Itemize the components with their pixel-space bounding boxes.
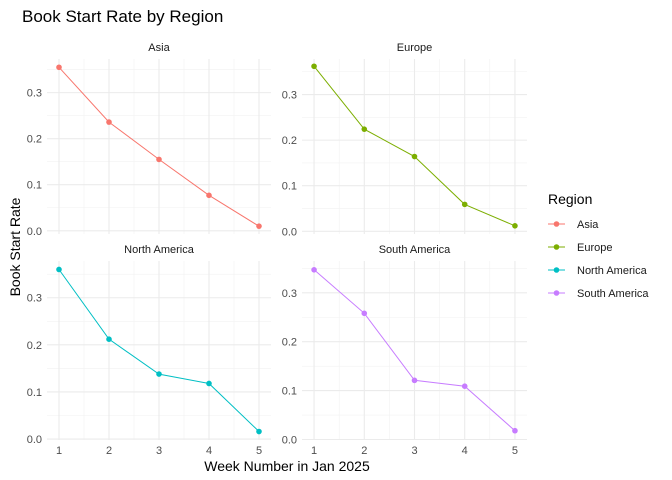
legend-item-north-america: North America [548,265,648,277]
legend: Region Asia Europe North America South Amer… [548,191,649,300]
data-point [361,126,368,132]
legend-key-point [553,244,560,250]
x-tick-label: 4 [462,445,468,457]
data-point [56,64,62,71]
strip-label: South America [379,244,451,256]
data-point [311,63,317,70]
data-point [56,266,62,273]
data-point [106,119,112,125]
x-tick-label: 1 [56,445,62,457]
y-tick-label: 0.1 [282,386,297,398]
y-tick-label: 0.2 [27,340,42,352]
data-point [411,377,418,384]
legend-key-point [553,290,560,296]
legend-item-europe: Europe [548,242,612,254]
x-tick-label: 2 [361,445,367,457]
y-tick-label: 0.0 [282,226,297,238]
facet-north-america: North America 0.0 0.1 0.2 0.3 1 2 3 4 5 [27,244,271,457]
y-tick-label: 0.3 [282,90,297,102]
legend-key-point [553,221,560,227]
x-tick-label: 5 [512,445,518,457]
data-point [256,223,262,229]
x-tick-label: 2 [106,445,112,457]
y-tick-label: 0.3 [27,88,42,100]
x-tick-label: 1 [311,445,317,457]
data-point [156,371,162,377]
data-point [512,427,518,434]
x-tick-label: 5 [256,445,262,457]
y-tick-label: 0.1 [282,181,297,193]
legend-item-south-america: South America [548,288,649,300]
legend-label: Asia [577,219,599,231]
y-tick-label: 0.1 [27,180,42,192]
legend-item-asia: Asia [548,219,599,231]
x-tick-label: 3 [156,445,162,457]
y-tick-label: 0.3 [282,288,297,300]
y-tick-label: 0.2 [282,337,297,349]
legend-label: Europe [577,242,612,254]
chart-title: Book Start Rate by Region [22,7,223,26]
x-axis-title: Week Number in Jan 2025 [204,458,370,474]
facet-panels: Asia0.00.10.20.3Europe0.00.10.20.3North … [27,42,527,457]
strip-label: Asia [148,42,170,54]
data-point [512,222,518,229]
data-point [461,383,468,390]
y-tick-label: 0.0 [282,435,297,447]
data-point [206,192,212,199]
facet-asia: Asia 0.0 0.1 0.2 0.3 [27,42,271,238]
legend-key-point [553,267,560,273]
legend-label: North America [577,265,648,277]
facet-europe: Europe 0.0 0.1 0.2 0.3 [282,42,527,238]
y-tick-label: 0.2 [282,135,297,147]
y-tick-label: 0.2 [27,134,42,146]
legend-label: South America [577,288,649,300]
data-point [256,428,262,435]
data-point [361,310,368,317]
y-tick-label: 0.0 [27,434,42,446]
y-tick-label: 0.0 [27,226,42,238]
x-tick-label: 4 [206,445,212,457]
legend-title: Region [548,191,592,207]
y-tick-label: 0.3 [27,293,42,305]
strip-label: North America [124,244,195,256]
data-point [206,380,212,387]
strip-label: Europe [397,42,432,54]
y-tick-label: 0.1 [27,387,42,399]
data-point [106,336,112,342]
facet-south-america: South America 0.0 0.1 0.2 0.3 1 2 3 4 5 [282,244,527,457]
y-axis-title: Book Start Rate [7,197,23,296]
data-point [156,156,162,163]
data-point [461,201,468,208]
data-point [411,153,418,160]
data-point [311,267,317,273]
x-tick-label: 3 [411,445,417,457]
